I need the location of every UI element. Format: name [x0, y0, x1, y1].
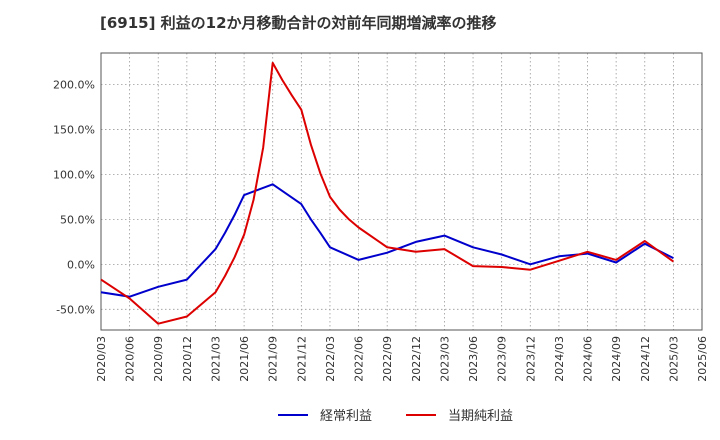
y-tick-label: 100.0%: [53, 168, 95, 181]
x-tick-label: 2022/06: [353, 336, 366, 382]
plot-frame: [100, 52, 703, 331]
x-tick-label: 2021/03: [209, 336, 222, 382]
x-tick-label: 2021/12: [295, 336, 308, 382]
y-tick-label: 0.0%: [67, 258, 95, 271]
series-line-ordinary-profit: [100, 183, 674, 298]
x-tick-label: 2020/09: [152, 336, 165, 382]
x-tick-label: 2021/06: [238, 336, 251, 382]
y-tick-label: 200.0%: [53, 78, 95, 91]
legend-label: 経常利益: [320, 409, 372, 424]
y-tick-label: 50.0%: [60, 213, 95, 226]
x-tick-label: 2020/03: [95, 336, 108, 382]
plot-area: [101, 53, 702, 330]
series-line-net-profit: [100, 61, 674, 325]
x-tick-label: 2023/06: [467, 336, 480, 382]
x-tick-label: 2022/09: [381, 336, 394, 382]
x-tick-label: 2022/03: [324, 336, 337, 382]
x-tick-label: 2020/12: [181, 336, 194, 382]
x-tick-label: 2025/03: [667, 336, 680, 382]
x-tick-label: 2025/06: [696, 336, 709, 382]
x-tick-label: 2024/06: [582, 336, 595, 382]
x-tick-label: 2022/12: [410, 336, 423, 382]
x-tick-label: 2024/09: [610, 336, 623, 382]
x-tick-label: 2024/12: [639, 336, 652, 382]
x-tick-label: 2023/03: [438, 336, 451, 382]
legend-label: 当期純利益: [448, 409, 513, 424]
x-tick-label: 2023/09: [496, 336, 509, 382]
chart-title: [6915] 利益の12か月移動合計の対前年同期増減率の推移: [100, 14, 497, 32]
x-tick-label: 2021/09: [267, 336, 280, 382]
x-tick-label: 2020/06: [124, 336, 137, 382]
y-tick-label: -50.0%: [56, 303, 95, 316]
y-tick-label: 150.0%: [53, 123, 95, 136]
x-tick-label: 2024/03: [553, 336, 566, 382]
x-tick-label: 2023/12: [524, 336, 537, 382]
